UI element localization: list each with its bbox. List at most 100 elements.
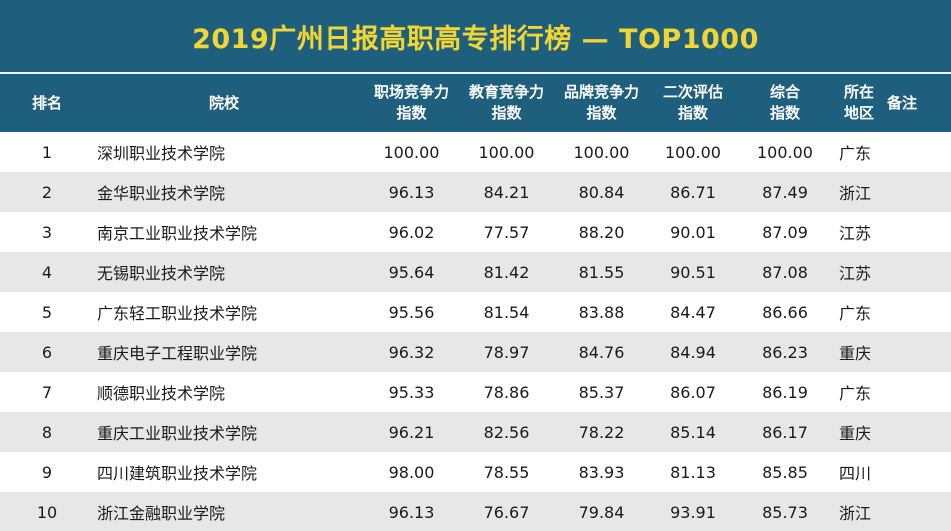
cell-region: 江苏: [839, 224, 872, 243]
table-row: 7 顺德职业技术学院 95.33 78.86 85.37 86.07 86.19…: [0, 372, 951, 412]
cell-school: 南京工业职业技术学院: [97, 224, 258, 243]
table-row: 10 浙江金融职业学院 96.13 76.67 79.84 93.91 85.7…: [0, 492, 951, 531]
cell-brand-index: 80.84: [578, 182, 625, 202]
header-school: 院校: [209, 93, 240, 112]
cell-school: 金华职业技术学院: [97, 184, 226, 203]
cell-region: 江苏: [839, 264, 872, 283]
cell-rank: 5: [41, 302, 53, 322]
cell-rank: 6: [41, 342, 53, 362]
cell-note: [885, 372, 951, 412]
cell-school: 无锡职业技术学院: [97, 264, 226, 283]
cell-overall-index: 86.23: [762, 342, 808, 362]
cell-region: 重庆: [839, 424, 872, 443]
cell-job-market-index: 95.33: [388, 382, 435, 402]
table-row: 3 南京工业职业技术学院 96.02 77.57 88.20 90.01 87.…: [0, 212, 951, 252]
cell-secondary-index: 90.51: [670, 262, 716, 282]
page-title: 2019广州日报高职高专排行榜 — TOP1000: [192, 23, 759, 55]
cell-overall-index: 100.00: [757, 142, 813, 162]
cell-rank: 10: [36, 502, 58, 522]
cell-brand-index: 83.88: [578, 302, 625, 322]
cell-region: 浙江: [839, 184, 872, 203]
cell-secondary-index: 84.94: [670, 342, 716, 362]
cell-rank: 3: [41, 222, 53, 242]
cell-education-index: 81.54: [483, 302, 530, 322]
cell-education-index: 84.21: [483, 182, 530, 202]
cell-job-market-index: 96.02: [388, 222, 435, 242]
cell-region: 浙江: [839, 504, 872, 523]
title-bar: 2019广州日报高职高专排行榜 — TOP1000: [0, 0, 951, 72]
cell-school: 浙江金融职业学院: [97, 504, 226, 523]
cell-note: [885, 172, 951, 212]
cell-rank: 9: [41, 462, 53, 482]
cell-overall-index: 86.17: [762, 422, 808, 442]
cell-note: [885, 332, 951, 372]
table-row: 5 广东轻工职业技术学院 95.56 81.54 83.88 84.47 86.…: [0, 292, 951, 332]
cell-region: 广东: [839, 144, 872, 163]
cell-rank: 1: [41, 142, 53, 162]
cell-note: [885, 132, 951, 172]
cell-job-market-index: 96.13: [388, 502, 435, 522]
cell-note: [885, 412, 951, 452]
cell-school: 重庆工业职业技术学院: [97, 424, 258, 443]
cell-rank: 2: [41, 182, 53, 202]
cell-rank: 8: [41, 422, 53, 442]
cell-brand-index: 81.55: [578, 262, 625, 282]
table-row: 2 金华职业技术学院 96.13 84.21 80.84 86.71 87.49…: [0, 172, 951, 212]
cell-overall-index: 87.08: [762, 262, 808, 282]
cell-brand-index: 83.93: [578, 462, 625, 482]
cell-job-market-index: 95.64: [388, 262, 435, 282]
table-row: 6 重庆电子工程职业学院 96.32 78.97 84.76 84.94 86.…: [0, 332, 951, 372]
cell-job-market-index: 95.56: [388, 302, 435, 322]
ranking-table: 排名 院校 职场竞争力 指数 教育竞争力 指数 品牌竞争力 指数: [0, 74, 951, 531]
table-header-row: 排名 院校 职场竞争力 指数 教育竞争力 指数 品牌竞争力 指数: [0, 74, 951, 132]
cell-secondary-index: 100.00: [665, 142, 721, 162]
cell-job-market-index: 96.13: [388, 182, 435, 202]
cell-secondary-index: 81.13: [670, 462, 716, 482]
cell-education-index: 81.42: [483, 262, 530, 282]
cell-region: 广东: [839, 384, 872, 403]
cell-job-market-index: 98.00: [388, 462, 435, 482]
cell-job-market-index: 96.32: [388, 342, 435, 362]
cell-education-index: 78.55: [483, 462, 530, 482]
cell-overall-index: 86.19: [762, 382, 808, 402]
cell-education-index: 78.86: [483, 382, 530, 402]
cell-brand-index: 84.76: [578, 342, 625, 362]
cell-region: 重庆: [839, 344, 872, 363]
cell-overall-index: 85.85: [762, 462, 808, 482]
cell-rank: 4: [41, 262, 53, 282]
cell-secondary-index: 86.07: [670, 382, 716, 402]
table-row: 9 四川建筑职业技术学院 98.00 78.55 83.93 81.13 85.…: [0, 452, 951, 492]
cell-brand-index: 78.22: [578, 422, 625, 442]
cell-brand-index: 100.00: [573, 142, 630, 162]
cell-job-market-index: 96.21: [388, 422, 435, 442]
cell-school: 顺德职业技术学院: [97, 384, 226, 403]
table-row: 8 重庆工业职业技术学院 96.21 82.56 78.22 85.14 86.…: [0, 412, 951, 452]
cell-region: 四川: [839, 464, 872, 483]
cell-overall-index: 86.66: [762, 302, 808, 322]
cell-overall-index: 85.73: [762, 502, 808, 522]
table-row: 1 深圳职业技术学院 100.00 100.00 100.00 100.00 1…: [0, 132, 951, 172]
header-brand-index: 品牌竞争力 指数: [563, 83, 639, 122]
header-secondary-index: 二次评估 指数: [662, 83, 723, 122]
table-row: 4 无锡职业技术学院 95.64 81.42 81.55 90.51 87.08…: [0, 252, 951, 292]
cell-school: 深圳职业技术学院: [97, 144, 226, 163]
cell-education-index: 100.00: [478, 142, 535, 162]
header-education-index: 教育竞争力 指数: [468, 83, 544, 122]
cell-secondary-index: 86.71: [670, 182, 716, 202]
cell-overall-index: 87.09: [762, 222, 808, 242]
cell-job-market-index: 100.00: [383, 142, 440, 162]
cell-education-index: 77.57: [483, 222, 530, 242]
cell-education-index: 76.67: [483, 502, 530, 522]
header-job-market-index: 职场竞争力 指数: [373, 83, 449, 122]
header-rank: 排名: [31, 93, 62, 112]
cell-secondary-index: 90.01: [670, 222, 716, 242]
cell-education-index: 82.56: [483, 422, 530, 442]
cell-brand-index: 85.37: [578, 382, 625, 402]
cell-note: [885, 492, 951, 531]
header-overall-index: 综合 指数: [769, 83, 800, 122]
cell-education-index: 78.97: [483, 342, 530, 362]
cell-note: [885, 292, 951, 332]
cell-secondary-index: 93.91: [670, 502, 716, 522]
cell-brand-index: 79.84: [578, 502, 625, 522]
